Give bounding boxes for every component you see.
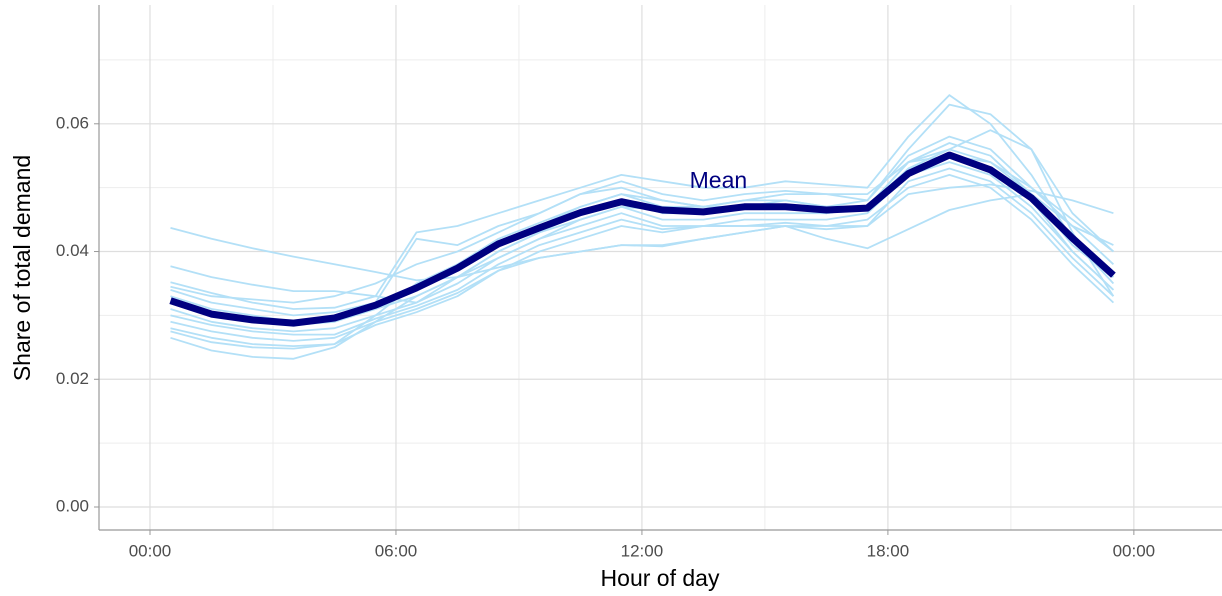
- series-line: [170, 161, 1115, 333]
- series-line: [170, 94, 1115, 310]
- y-tick-label: 0.06: [56, 113, 89, 132]
- y-tick-label: 0.02: [56, 369, 89, 388]
- x-tick-label: 00:00: [1113, 541, 1156, 560]
- series-line: [170, 103, 1115, 317]
- y-axis-title: Share of total demand: [9, 155, 35, 381]
- mean-label: Mean: [690, 167, 748, 193]
- x-tick-label: 18:00: [867, 541, 910, 560]
- series-line: [170, 129, 1115, 304]
- series-line: [170, 167, 1115, 336]
- x-axis-title: Hour of day: [601, 565, 720, 591]
- x-tick-label: 12:00: [621, 541, 664, 560]
- y-tick-label: 0.00: [56, 496, 89, 515]
- x-tick-label: 00:00: [129, 541, 172, 560]
- mean-line: [169, 151, 1116, 327]
- series-line: [170, 193, 1114, 342]
- x-tick-label: 06:00: [375, 541, 418, 560]
- y-tick-label: 0.04: [56, 241, 89, 260]
